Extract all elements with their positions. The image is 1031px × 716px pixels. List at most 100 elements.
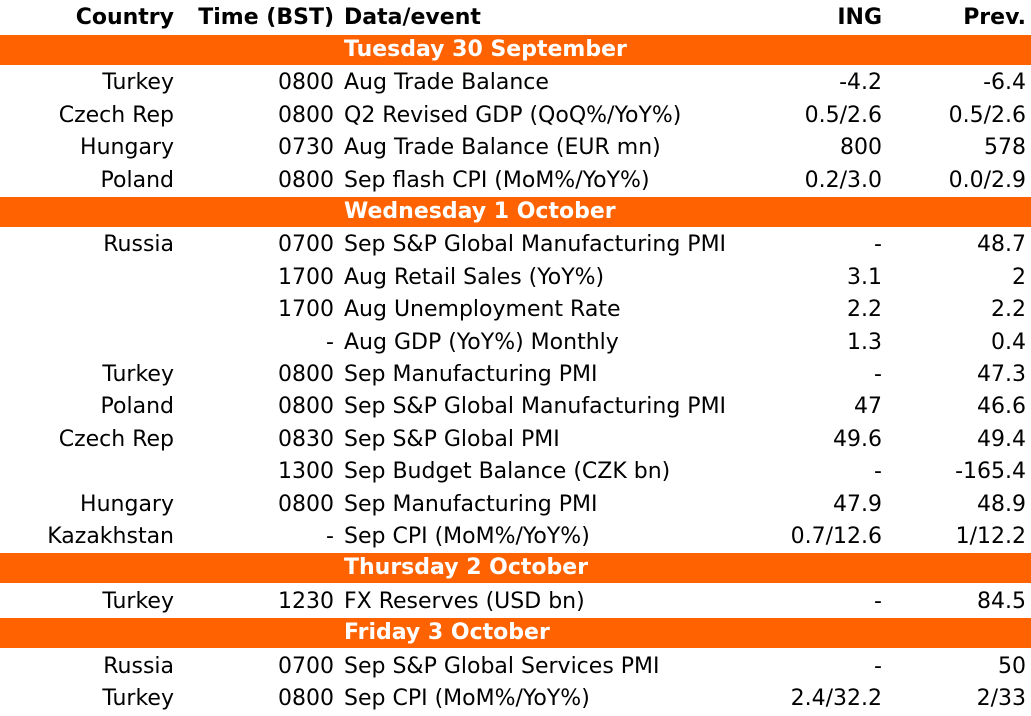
cell-event: Sep flash CPI (MoM%/YoY%) <box>344 167 650 193</box>
cell-country: Turkey <box>102 70 174 96</box>
cell-event: Sep CPI (MoM%/YoY%) <box>344 686 590 711</box>
cell-event: Sep Manufacturing PMI <box>344 362 598 387</box>
cell-country: Turkey <box>102 686 174 711</box>
cell-country <box>0 456 174 488</box>
table-row: Poland 0800 Sep S&P Global Manufacturing P… <box>0 391 1031 423</box>
cell-country <box>0 262 174 294</box>
cell-country: Czech Rep <box>58 426 174 452</box>
cell-time: 0800 <box>278 491 334 517</box>
cell-ing: 1.3 <box>847 329 882 355</box>
cell-prev: 47.3 <box>977 362 1026 387</box>
cell-time: 0800 <box>278 394 334 420</box>
cell-country: Turkey <box>102 588 174 614</box>
cell-ing: 2.4/32.2 <box>790 686 882 711</box>
table-row: 1700 Aug Unemployment Rate 2.2 2.2 <box>0 294 1031 326</box>
cell-ing: 3.1 <box>847 264 882 290</box>
cell-prev: 49.4 <box>977 426 1026 452</box>
cell-country: Kazakhstan <box>47 524 174 549</box>
cell-prev: 48.9 <box>977 491 1026 517</box>
cell-event: Sep CPI (MoM%/YoY%) <box>344 524 590 549</box>
cell-ing: - <box>874 232 882 258</box>
cell-country <box>0 327 174 359</box>
cell-country: Czech Rep <box>58 102 174 128</box>
cell-prev: 2.2 <box>991 297 1026 323</box>
table-row: - Aug GDP (YoY%) Monthly 1.3 0.4 <box>0 327 1031 359</box>
cell-country: Hungary <box>80 135 174 161</box>
cell-ing: - <box>874 362 882 387</box>
cell-event: Sep S&P Global Manufacturing PMI <box>344 232 727 258</box>
cell-time: 0700 <box>278 232 334 258</box>
header-event: Data/event <box>344 5 481 30</box>
cell-time: - <box>326 329 334 355</box>
table-row: Turkey 0800 Sep CPI (MoM%/YoY%) 2.4/32.2 2/3… <box>0 683 1031 715</box>
cell-ing: 2.2 <box>847 297 882 323</box>
table-row: Hungary 0730 Aug Trade Balance (EUR mn) 800… <box>0 132 1031 164</box>
table-row: Czech Rep 0830 Sep S&P Global PMI 49.6 49.4 <box>0 424 1031 456</box>
cell-ing: 0.7/12.6 <box>790 524 882 549</box>
cell-event: Aug Trade Balance <box>344 70 549 96</box>
table-row: Czech Rep 0800 Q2 Revised GDP (QoQ%/YoY%) 0… <box>0 100 1031 132</box>
cell-prev: -6.4 <box>983 70 1026 96</box>
cell-ing: - <box>874 653 882 679</box>
cell-time: 0800 <box>278 102 334 128</box>
cell-event: Aug GDP (YoY%) Monthly <box>344 329 619 355</box>
cell-time: 0800 <box>278 686 334 711</box>
cell-ing: 47 <box>854 394 882 420</box>
cell-time: 0800 <box>278 167 334 193</box>
cell-country: Russia <box>103 653 174 679</box>
cell-event: Sep S&P Global Services PMI <box>344 653 660 679</box>
cell-time: 1230 <box>278 588 334 614</box>
cell-ing: 47.9 <box>833 491 882 517</box>
table-header-row: Country Time (BST) Data/event ING Prev. <box>0 2 1031 34</box>
cell-prev: 0.0/2.9 <box>948 167 1026 193</box>
header-country: Country <box>75 5 174 30</box>
cell-time: 0700 <box>278 653 334 679</box>
cell-event: Aug Trade Balance (EUR mn) <box>344 135 661 161</box>
table-row: Turkey 0800 Sep Manufacturing PMI - 47.3 <box>0 359 1031 391</box>
cell-prev: -165.4 <box>955 459 1026 485</box>
cell-country <box>0 294 174 326</box>
section-header: Wednesday 1 October <box>0 197 1031 227</box>
cell-prev: 0.4 <box>991 329 1026 355</box>
header-time: Time (BST) <box>198 5 334 30</box>
cell-time: - <box>326 524 334 549</box>
cell-country: Turkey <box>102 362 174 387</box>
table-row: 1300 Sep Budget Balance (CZK bn) - -165.4 <box>0 456 1031 488</box>
cell-ing: -4.2 <box>839 70 882 96</box>
section-header: Friday 3 October <box>0 618 1031 649</box>
cell-prev: 84.5 <box>977 588 1026 614</box>
section-title: Thursday 2 October <box>344 555 589 581</box>
cell-time: 0730 <box>278 135 334 161</box>
cell-country: Poland <box>100 167 174 193</box>
cell-time: 1700 <box>278 264 334 290</box>
table-row: Turkey 0800 Aug Trade Balance -4.2 -6.4 <box>0 67 1031 99</box>
cell-prev: 578 <box>984 135 1026 161</box>
table-row: Poland 0800 Sep flash CPI (MoM%/YoY%) 0.2/3… <box>0 165 1031 197</box>
cell-time: 0800 <box>278 362 334 387</box>
cell-prev: 50 <box>998 653 1026 679</box>
table-row: Turkey 1230 FX Reserves (USD bn) - 84.5 <box>0 586 1031 618</box>
cell-event: Sep Budget Balance (CZK bn) <box>344 459 671 485</box>
section-header: Tuesday 30 September <box>0 35 1031 65</box>
section-title: Tuesday 30 September <box>344 37 627 62</box>
cell-prev: 2/33 <box>976 686 1026 711</box>
table-row: Hungary 0800 Sep Manufacturing PMI 47.9 48.9 <box>0 489 1031 521</box>
cell-country: Russia <box>103 232 174 258</box>
cell-country: Hungary <box>80 491 174 517</box>
cell-event: Sep Manufacturing PMI <box>344 491 598 517</box>
cell-ing: - <box>874 588 882 614</box>
cell-time: 0830 <box>278 426 334 452</box>
header-prev: Prev. <box>963 5 1026 30</box>
cell-country: Poland <box>100 394 174 420</box>
table-row: Russia 0700 Sep S&P Global Manufacturing P… <box>0 229 1031 261</box>
cell-time: 1700 <box>278 297 334 323</box>
section-title: Wednesday 1 October <box>344 199 616 224</box>
cell-prev: 2 <box>1012 264 1026 290</box>
section-header: Thursday 2 October <box>0 553 1031 584</box>
cell-ing: - <box>874 459 882 485</box>
cell-prev: 1/12.2 <box>955 524 1026 549</box>
cell-ing: 0.2/3.0 <box>804 167 882 193</box>
cell-event: Aug Retail Sales (YoY%) <box>344 264 605 290</box>
cell-prev: 0.5/2.6 <box>948 102 1026 128</box>
